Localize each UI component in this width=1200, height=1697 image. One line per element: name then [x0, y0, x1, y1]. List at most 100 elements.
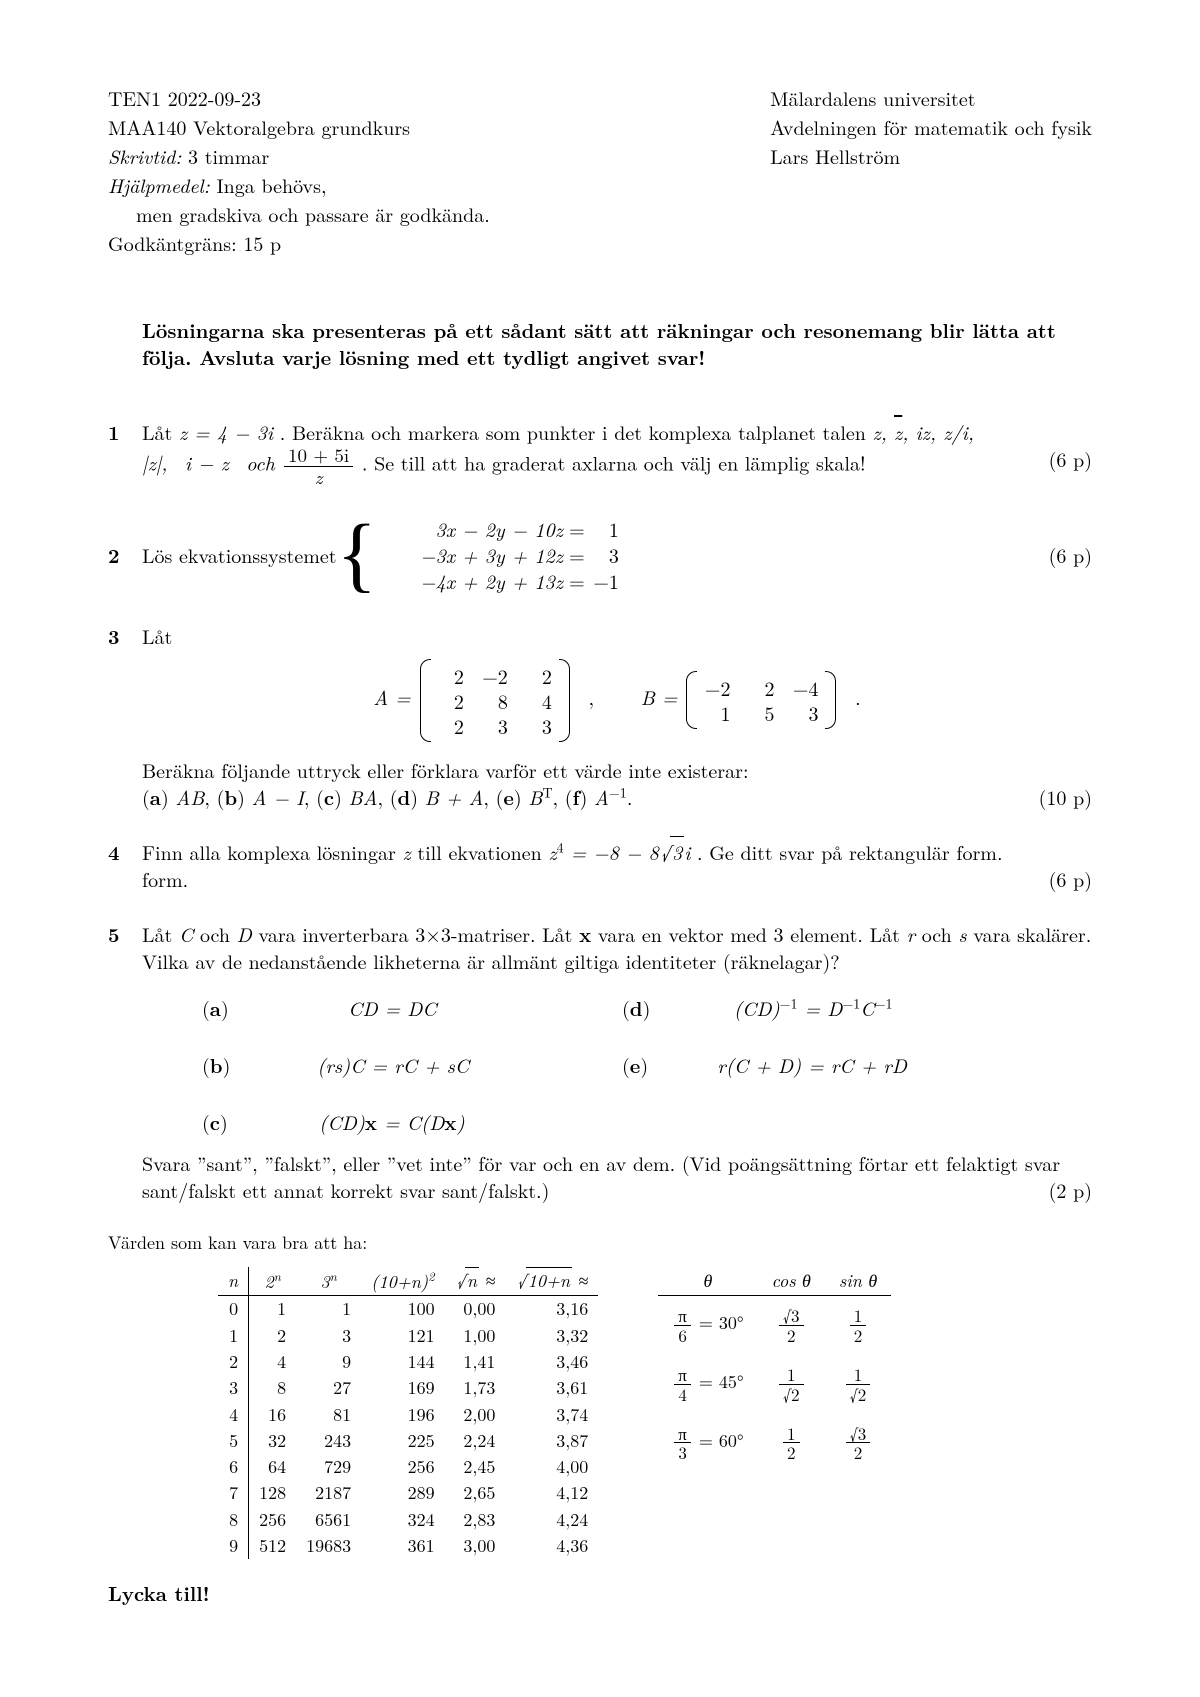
cell: 243 [296, 1428, 361, 1454]
cell: 0 [218, 1296, 249, 1323]
cell: 8 [218, 1507, 249, 1533]
cell: 4 [249, 1349, 297, 1375]
header: TEN1 2022-09-23 MAA140 Vektoralgebra gru… [108, 84, 1092, 256]
cell: 3 [526, 713, 552, 738]
table-row: 825665613242,834,24 [218, 1507, 598, 1533]
course-name: MAA140 Vektoralgebra grundkurs [108, 113, 490, 140]
cell-sin: 1√2 [825, 1355, 891, 1414]
problem-2: 2 Lös ekvationssystemet { 3x − 2y − 10z=… [108, 516, 1092, 594]
cell-sin: √32 [825, 1414, 891, 1473]
value-table: n 2n 3n (10+n)2 n ≈ 10+n ≈ 0111000,003,1… [218, 1267, 598, 1559]
p5-text-b: Svara ”sant”, ”falskt”, eller ”vet inte”… [142, 1149, 1092, 1203]
cell: 1 [218, 1323, 249, 1349]
cell: 324 [361, 1507, 444, 1533]
aids-value: Inga behövs, [210, 170, 327, 199]
cell: 128 [249, 1480, 297, 1506]
cell-theta: π6 = 30° [658, 1296, 757, 1355]
table-row: 0111000,003,16 [218, 1296, 598, 1323]
cell: 256 [249, 1507, 297, 1533]
problem-number: 5 [108, 920, 142, 947]
B-label: B = [641, 682, 685, 711]
exam-code: TEN1 2022-09-23 [108, 84, 490, 111]
cell-theta: π3 = 60° [658, 1414, 757, 1473]
value-table-body: 0111000,003,161231211,003,322491441,413,… [218, 1296, 598, 1559]
cell: 100 [361, 1296, 444, 1323]
eq-rhs: −1 [591, 568, 619, 594]
cell-cos: √32 [758, 1296, 825, 1355]
cell-cos: 12 [758, 1414, 825, 1473]
cell: 2,24 [445, 1428, 506, 1454]
sub-eq: CD = DC [243, 994, 542, 1021]
sub-eq: (CD)x = C(Dx) [242, 1108, 542, 1135]
instructions: Lösningarna ska presenteras på ett sådan… [142, 316, 1092, 370]
cell: 16 [249, 1402, 297, 1428]
col-cos: cos θ [758, 1267, 825, 1296]
eq-rows: 3x − 2y − 10z=1 −3x + 3y + 12z=3 −4x + 2… [383, 516, 619, 594]
paren-right-icon [560, 659, 572, 742]
p4-text-c: . Ge ditt svar på rektangulär form. [697, 837, 1003, 866]
eq-row: −3x + 3y + 12z=3 [383, 542, 619, 568]
matrices: A = 2−22 284 233 , B = −22−4 [142, 659, 1092, 742]
cell: 6 [218, 1454, 249, 1480]
equation-system: { 3x − 2y − 10z=1 −3x + 3y + 12z=3 −4x +… [337, 516, 619, 594]
cell: 5 [218, 1428, 249, 1454]
problem-number: 3 [108, 622, 142, 649]
p1-z-eq: z = 4 − 3i [179, 417, 273, 446]
problem-number: 4 [108, 838, 142, 865]
cell: 3,16 [505, 1296, 598, 1323]
paren-left-icon [418, 659, 430, 742]
cell: 8 [249, 1375, 297, 1401]
sub-b: (b)(rs)C = rC + sC [202, 1051, 542, 1078]
cell: 4 [526, 688, 552, 713]
col-10nsq: (10+n)2 [361, 1267, 444, 1296]
cell: 3 [792, 700, 818, 725]
p2-points: (6 p) [1049, 541, 1092, 568]
cell: 196 [361, 1402, 444, 1428]
p4-text-b: till ekvationen [417, 837, 548, 866]
cell: 1 [249, 1296, 297, 1323]
sub-d: (d)(CD)−1 = D−1C−1 [622, 994, 962, 1021]
p1-text-b: . Beräkna och markera som punkter i det … [280, 417, 873, 446]
p4-points: (6 p) [1049, 865, 1092, 892]
problem-3: 3 Låt A = 2−22 284 233 , B = [108, 622, 1092, 810]
cell: 3,74 [505, 1402, 598, 1428]
table-row: 2491441,413,46 [218, 1349, 598, 1375]
exam-page: TEN1 2022-09-23 MAA140 Vektoralgebra gru… [0, 0, 1200, 1697]
cell: 3,87 [505, 1428, 598, 1454]
sub-eq: (CD)−1 = D−1C−1 [664, 994, 962, 1021]
header-right: Mälardalens universitet Avdelningen för … [770, 84, 1092, 256]
cell: 2187 [296, 1480, 361, 1506]
cell: 2 [526, 663, 552, 688]
cell: 4 [218, 1402, 249, 1428]
p3-points: (10 p) [1039, 783, 1092, 810]
cell: 81 [296, 1402, 361, 1428]
p3-parts: (a) AB, (b) A − I, (c) BA, (d) B + A, (e… [142, 783, 1092, 810]
aids-extra: men gradskiva och passare är godkända. [108, 200, 490, 227]
aids-label: Hjälpmedel: [108, 170, 210, 199]
matrix-B: −22−4 153 [684, 671, 838, 729]
p5-points: (2 p) [1049, 1176, 1092, 1203]
col-sqrtn: n ≈ [445, 1267, 506, 1296]
cell: 729 [296, 1454, 361, 1480]
problem-4: 4 Finn alla komplexa lösningar z till ek… [108, 838, 1092, 892]
cell: 4,36 [505, 1533, 598, 1559]
cell: 3 [482, 713, 508, 738]
eq-lhs: −4x + 2y + 13z [383, 568, 563, 594]
p1-list2: |z|, i − z och [142, 448, 282, 477]
p1-frac-den: z [284, 467, 353, 488]
problem-body: Lös ekvationssystemet { 3x − 2y − 10z=1 … [142, 516, 1092, 594]
brace-icon: { [337, 521, 377, 588]
cell: 1,41 [445, 1349, 506, 1375]
cell: 144 [361, 1349, 444, 1375]
sub-eq: r(C + D) = rC + rD [662, 1051, 962, 1078]
eq-sign: = [569, 568, 585, 594]
cell: 64 [249, 1454, 297, 1480]
passing-grade: Godkäntgräns: 15 p [108, 229, 490, 256]
reference-tables: n 2n 3n (10+n)2 n ≈ 10+n ≈ 0111000,003,1… [218, 1267, 1092, 1559]
duration: Skrivtid: 3 timmar [108, 142, 490, 169]
duration-label: Skrivtid: [108, 141, 181, 170]
eq-rhs: 1 [591, 516, 619, 542]
examiner: Lars Hellström [770, 142, 1092, 169]
problem-1: 1 Låt z = 4 − 3i . Beräkna och markera s… [108, 418, 1092, 488]
p4-eq: z4 = −8 − 83i [548, 837, 690, 866]
